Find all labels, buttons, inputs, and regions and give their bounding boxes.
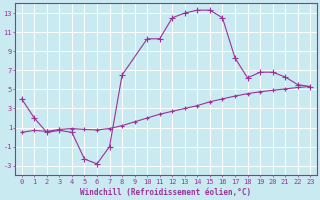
X-axis label: Windchill (Refroidissement éolien,°C): Windchill (Refroidissement éolien,°C) xyxy=(80,188,252,197)
